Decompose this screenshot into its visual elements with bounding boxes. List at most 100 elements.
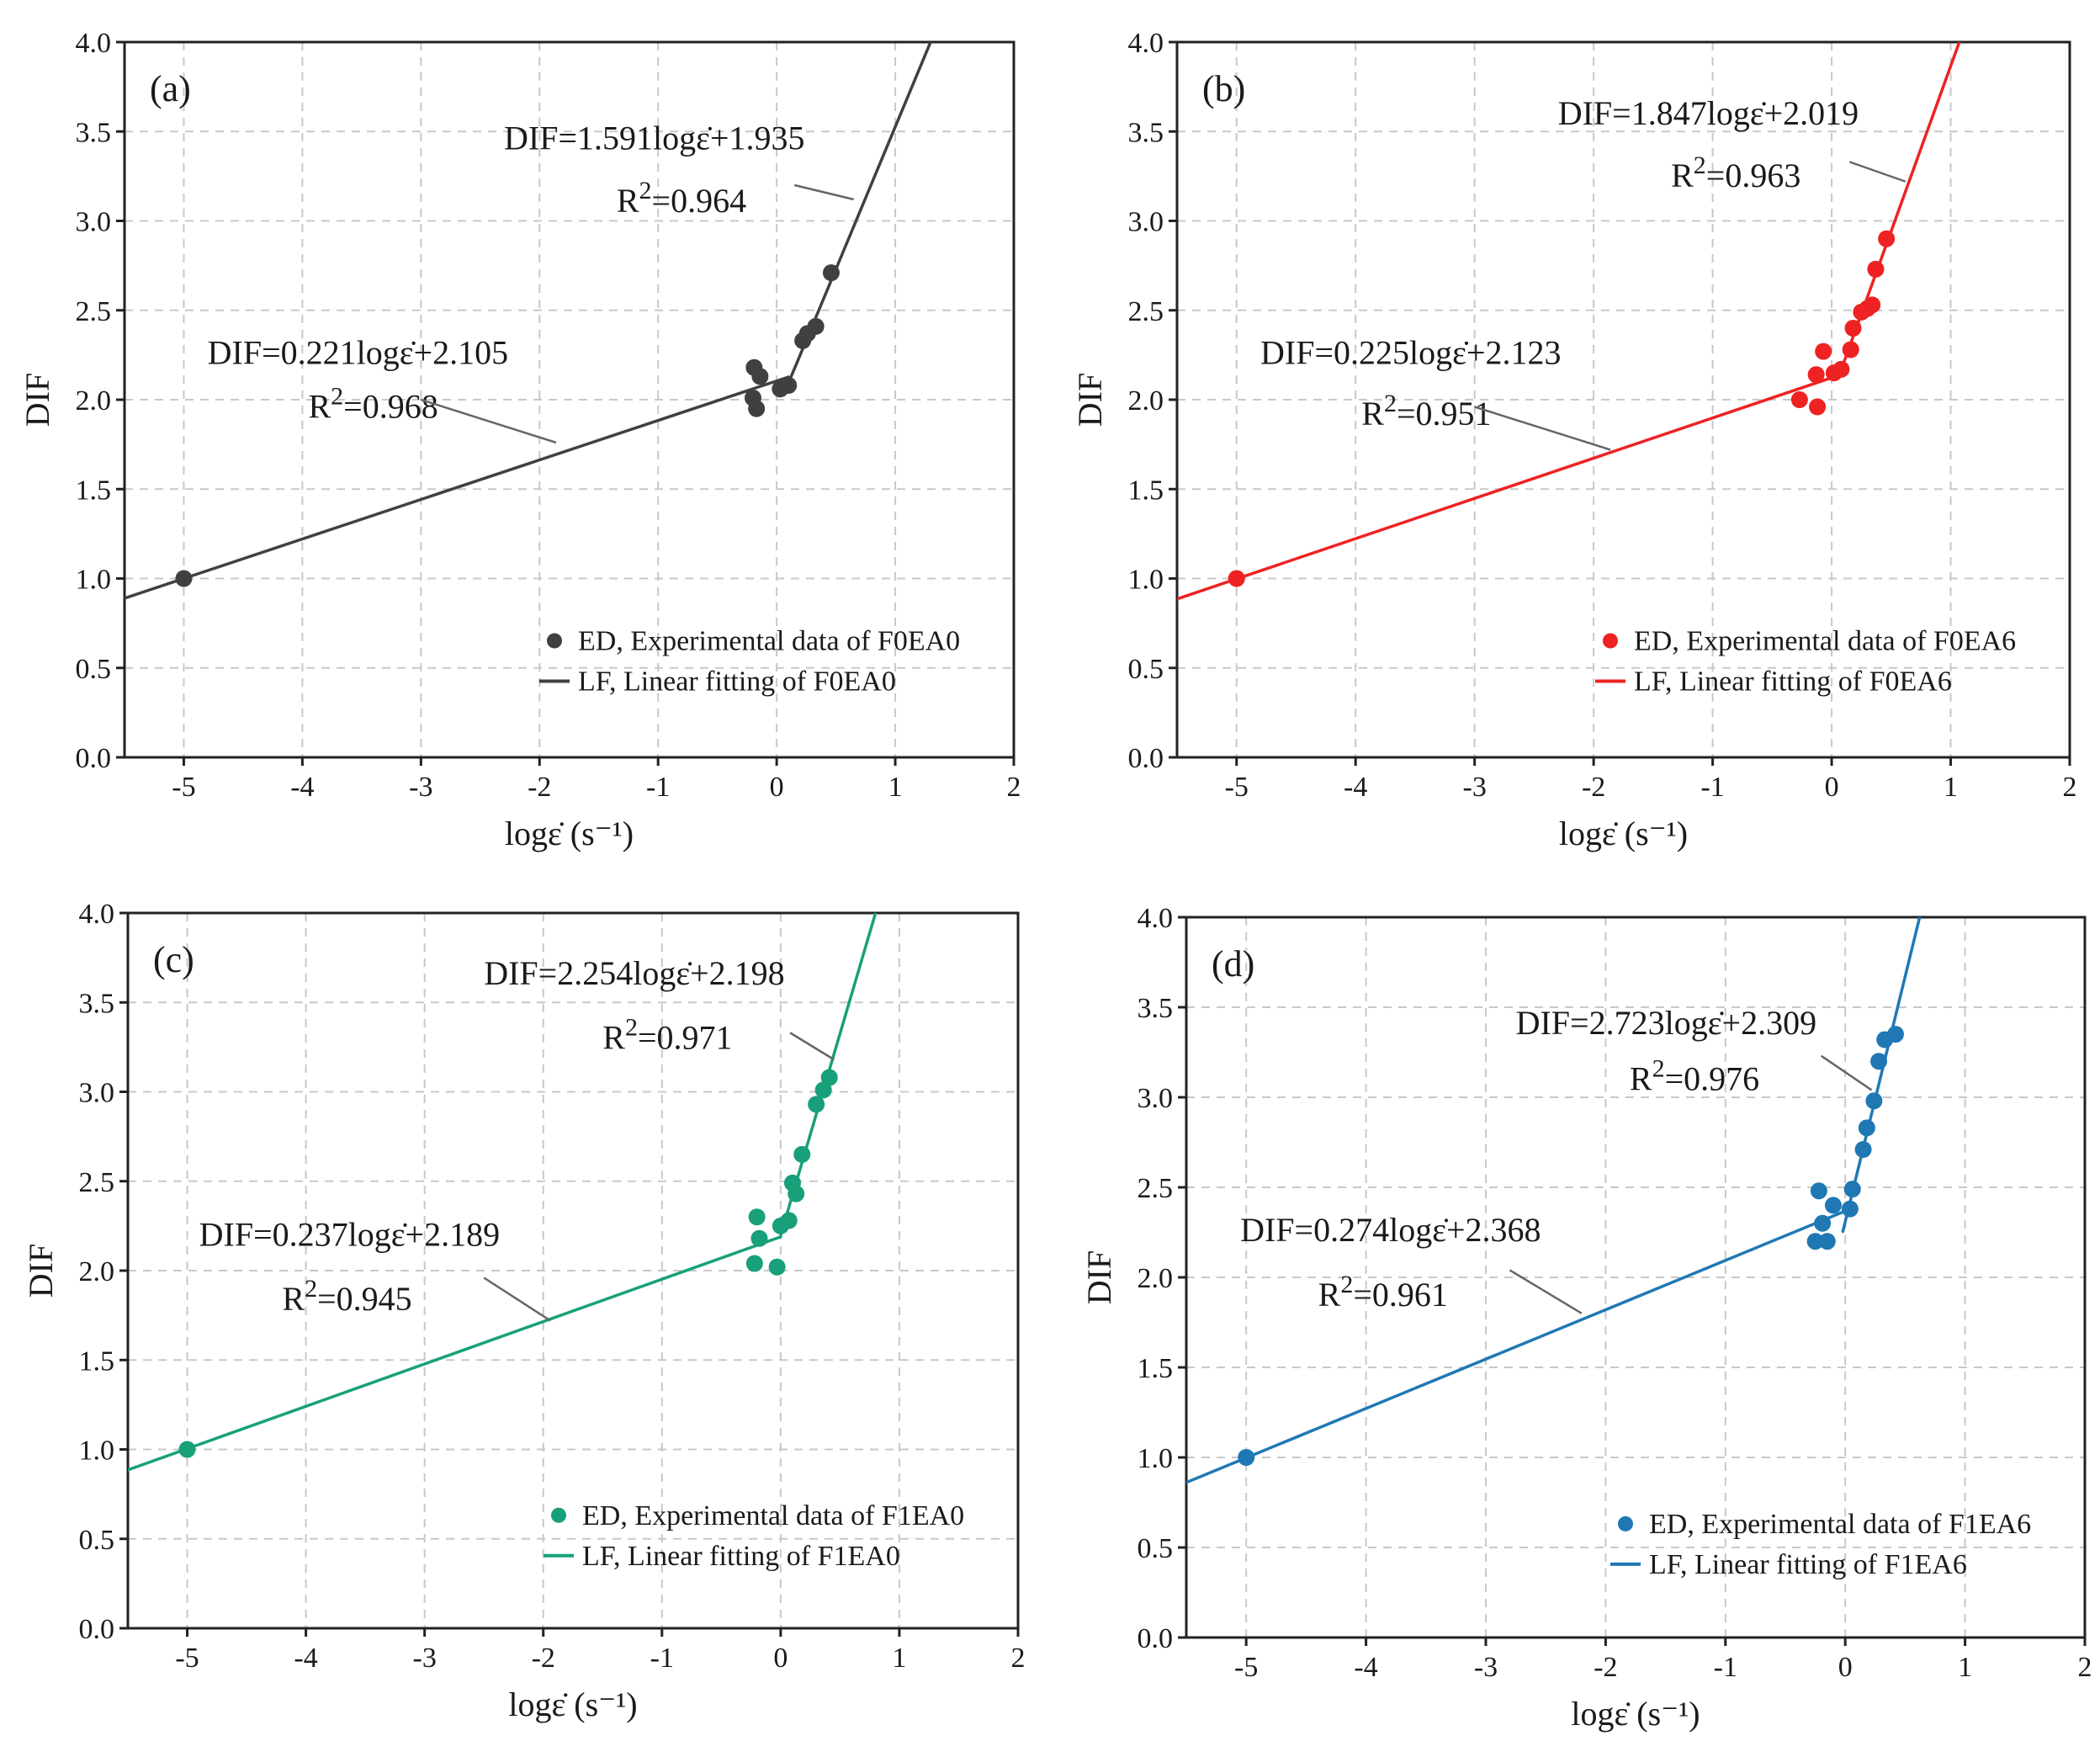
legend-marker-ed — [1603, 633, 1618, 649]
chart-panel-d: -5 -4 -3 -2 -1 0 1 2 0.0 0.5 1.0 1.5 2.0 2.5 3.0 3.5 4.0… — [1080, 903, 2092, 1733]
x-tick-label: -1 — [1700, 772, 1724, 803]
data-point — [1887, 1026, 1905, 1043]
r2-high: R2=0.971 — [602, 1014, 732, 1057]
panel-label: (d) — [1212, 943, 1254, 985]
equation-low: DIF=0.274logε̇+2.368 — [1240, 1211, 1541, 1249]
data-point — [745, 1255, 763, 1272]
legend-marker-ed — [1618, 1515, 1633, 1531]
r2-high-value: 0.963 — [1725, 157, 1800, 194]
y-tick-label: 2.5 — [1128, 296, 1164, 327]
fit-line-low — [1177, 372, 1845, 601]
r2-high-value: 0.971 — [657, 1019, 733, 1057]
r2-low-value: 0.951 — [1416, 395, 1492, 433]
data-point — [780, 1212, 798, 1229]
y-tick-label: 2.0 — [1128, 385, 1164, 417]
data-point — [822, 264, 840, 282]
equation-high: DIF=1.591logε̇+1.935 — [504, 119, 804, 157]
legend-label-lf: LF, Linear fitting of F0EA6 — [1634, 666, 1952, 698]
equation-high: DIF=2.254logε̇+2.198 — [484, 954, 784, 992]
x-tick-label: -1 — [650, 1643, 674, 1674]
y-tick-label: 1.5 — [76, 475, 112, 506]
x-tick-label: 0 — [773, 1643, 788, 1674]
x-tick-label: -5 — [175, 1643, 199, 1674]
data-point — [1854, 1141, 1872, 1159]
y-tick-label: 1.5 — [1128, 475, 1164, 506]
legend: ED, Experimental data of F1EA6 LF, Linear… — [1610, 1509, 2031, 1580]
data-point — [1870, 1053, 1888, 1070]
fit-line-low — [1186, 1210, 1845, 1484]
x-axis-label: logε̇ (s⁻¹) — [505, 815, 634, 852]
x-tick-label: -2 — [532, 1643, 555, 1674]
data-point — [814, 1081, 832, 1099]
x-tick-label: -1 — [1714, 1652, 1737, 1683]
y-tick-label: 4.0 — [76, 28, 112, 59]
fit-lines — [1177, 42, 1961, 601]
y-tick-label: 1.0 — [79, 1436, 115, 1467]
leader-line-low — [1509, 1269, 1583, 1314]
legend-label-ed: ED, Experimental data of F0EA0 — [578, 626, 960, 657]
data-point — [788, 1185, 805, 1202]
leader-line-high — [1821, 1054, 1873, 1091]
y-tick-label: 3.5 — [76, 117, 112, 148]
x-tick-label: -2 — [1582, 772, 1605, 803]
data-point — [748, 1208, 766, 1226]
data-point — [748, 400, 766, 417]
x-tick-label: 2 — [1007, 772, 1021, 803]
panel-label: (c) — [153, 939, 194, 980]
legend-label-ed: ED, Experimental data of F1EA6 — [1649, 1509, 2031, 1540]
x-tick-label: 2 — [1011, 1643, 1026, 1674]
y-tick-label: 2.0 — [79, 1256, 115, 1287]
y-tick-label: 3.0 — [79, 1078, 115, 1109]
x-tick-label: 0 — [770, 772, 784, 803]
y-tick-label: 1.0 — [1138, 1443, 1174, 1474]
x-tick-label: -3 — [1474, 1652, 1498, 1683]
y-axis-label: DIF — [22, 1244, 60, 1298]
data-point — [793, 1145, 811, 1163]
x-axis-label: logε̇ (s⁻¹) — [1559, 815, 1688, 852]
r2-high-value: 0.964 — [671, 182, 746, 220]
y-tick-label: 0.5 — [1138, 1533, 1174, 1564]
leader-line-low — [483, 1277, 551, 1322]
data-point — [1806, 1233, 1824, 1250]
r2-low-value: 0.961 — [1372, 1276, 1448, 1314]
y-tick-label: 0.0 — [76, 743, 112, 774]
y-axis-label: DIF — [1080, 1250, 1118, 1304]
x-axis-label: logε̇ (s⁻¹) — [1571, 1695, 1700, 1733]
y-tick-label: 2.5 — [79, 1167, 115, 1198]
x-tick-label: 0 — [1825, 772, 1839, 803]
x-tick-label: -3 — [409, 772, 432, 803]
x-tick-label: 1 — [892, 1643, 906, 1674]
data-point — [1807, 366, 1825, 384]
panel-label: (b) — [1202, 68, 1245, 109]
y-tick-label: 3.5 — [79, 988, 115, 1019]
x-tick-label: 2 — [2078, 1652, 2092, 1683]
x-tick-label: -1 — [646, 772, 670, 803]
x-tick-label: 2 — [2063, 772, 2077, 803]
equation-low: DIF=0.225logε̇+2.123 — [1260, 334, 1561, 372]
fit-line-low — [125, 375, 790, 600]
fit-line-low — [128, 1235, 782, 1472]
data-point — [1867, 260, 1885, 278]
y-tick-label: 4.0 — [1138, 903, 1174, 934]
r2-high: R2=0.964 — [617, 177, 746, 220]
y-tick-label: 0.0 — [1138, 1623, 1174, 1654]
equation-low: DIF=0.221logε̇+2.105 — [208, 334, 508, 372]
r2-high: R2=0.963 — [1671, 151, 1800, 194]
y-tick-label: 3.0 — [1128, 207, 1164, 238]
x-tick-label: -4 — [294, 1643, 317, 1674]
fit-line-high — [1842, 42, 1961, 365]
legend-label-ed: ED, Experimental data of F1EA0 — [582, 1500, 964, 1531]
data-point — [1858, 1119, 1875, 1137]
legend-label-lf: LF, Linear fitting of F1EA6 — [1649, 1549, 1967, 1580]
y-tick-label: 0.5 — [1128, 654, 1164, 685]
y-tick-label: 1.5 — [1138, 1353, 1174, 1384]
y-tick-label: 1.0 — [76, 565, 112, 596]
equation-high: DIF=1.847logε̇+2.019 — [1558, 94, 1859, 132]
x-tick-label: -3 — [1463, 772, 1487, 803]
data-point — [751, 368, 769, 385]
panel-label: (a) — [150, 68, 191, 109]
legend-marker-ed — [547, 633, 562, 649]
r2-low: R2=0.961 — [1318, 1271, 1448, 1314]
data-point — [1790, 391, 1808, 408]
